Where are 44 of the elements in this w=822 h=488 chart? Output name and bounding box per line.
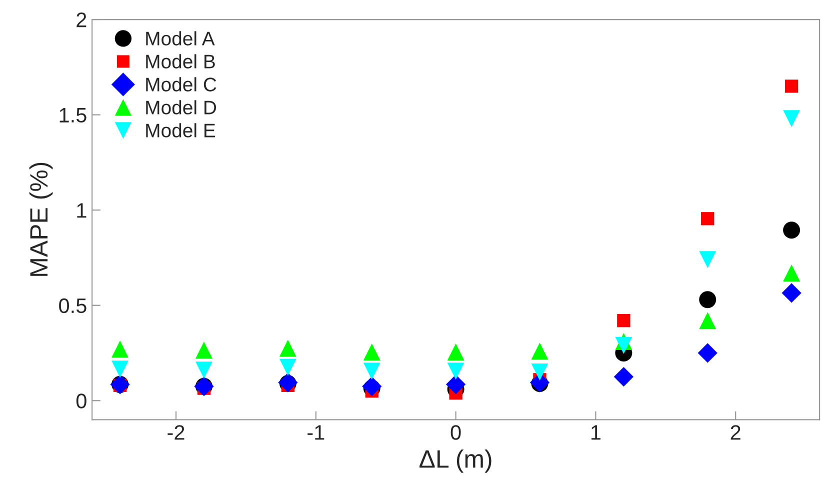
x-tick-label: -2	[168, 425, 184, 440]
point	[701, 212, 714, 226]
y-tick-label: 0	[76, 394, 86, 408]
y-axis-title: MAPE (%)	[29, 162, 53, 276]
legend-label: Model C	[146, 77, 216, 92]
point	[279, 358, 296, 376]
point	[112, 360, 129, 378]
y-tick-label: 1.5	[60, 108, 86, 123]
point	[531, 364, 548, 381]
legend-label: Model A	[146, 31, 215, 46]
x-axis-title: ΔL (m)	[420, 450, 492, 473]
point	[782, 283, 802, 303]
point	[279, 340, 296, 357]
point	[615, 336, 632, 354]
point	[699, 312, 716, 330]
point	[783, 110, 800, 128]
point	[447, 344, 464, 361]
point	[362, 376, 382, 396]
legend-label: Model D	[146, 100, 216, 114]
point	[783, 222, 800, 239]
point	[363, 344, 380, 361]
point	[195, 342, 212, 359]
point	[699, 291, 716, 308]
point	[784, 80, 798, 93]
point	[783, 264, 800, 282]
x-tick-label: -1	[308, 425, 324, 440]
legend-label: Model B	[146, 54, 215, 68]
x-tick-label: 1	[591, 425, 600, 440]
y-tick-label: 2	[76, 12, 86, 28]
point	[446, 374, 466, 394]
x-tick-label: 0	[450, 425, 461, 440]
point	[112, 340, 129, 358]
x-tick-label: 2	[730, 425, 740, 440]
point	[447, 362, 464, 380]
y-tick-label: 0.5	[59, 298, 86, 314]
y-tick-label: 1	[77, 203, 86, 218]
point	[195, 362, 212, 379]
point	[531, 342, 548, 360]
point	[614, 366, 634, 387]
point	[698, 343, 718, 363]
point	[699, 251, 716, 268]
legend-label: Model E	[146, 123, 216, 138]
point	[617, 314, 630, 328]
point	[363, 362, 380, 380]
